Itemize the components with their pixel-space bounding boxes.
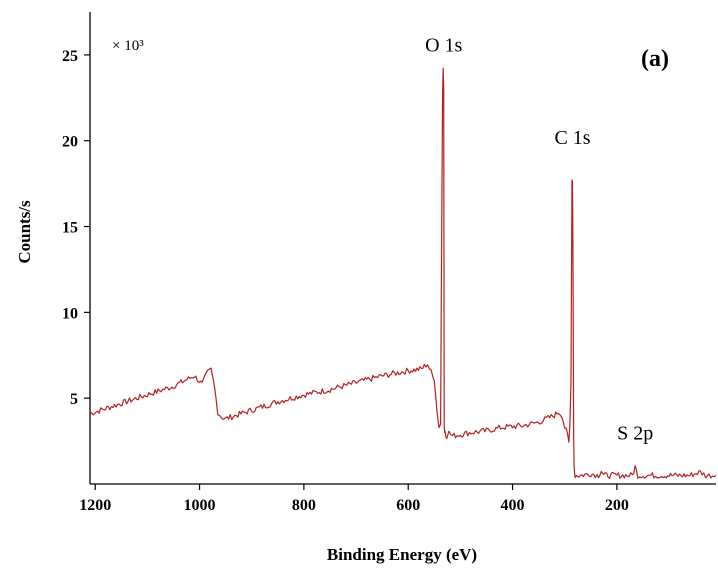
x-tick-label: 800 — [292, 497, 316, 514]
x-axis-ticks: 1200 1000 800 600 400 200 — [79, 484, 629, 514]
y-tick-label: 20 — [62, 134, 78, 151]
x-tick-label: 1200 — [79, 497, 111, 514]
peak-label: O 1s — [425, 34, 462, 56]
y-axis-title: Counts/s — [15, 200, 34, 264]
series-line — [89, 67, 717, 479]
y-tick-label: 25 — [62, 48, 78, 65]
y-multiplier-label: × 10³ — [112, 38, 144, 54]
x-tick-label: 1000 — [184, 497, 216, 514]
y-tick-label: 5 — [70, 391, 78, 408]
y-axis-ticks: 5 10 15 20 25 — [62, 48, 90, 408]
series-layer — [89, 67, 717, 479]
x-tick-label: 400 — [501, 497, 525, 514]
axes-frame — [89, 12, 716, 485]
peak-label: C 1s — [554, 127, 590, 149]
x-tick-label: 200 — [605, 497, 629, 514]
x-axis-title: Binding Energy (eV) — [327, 545, 477, 564]
peak-label: S 2p — [617, 422, 653, 444]
annotations: O 1s C 1s S 2p — [425, 34, 653, 444]
y-tick-label: 15 — [62, 220, 78, 237]
panel-label: (a) — [641, 46, 669, 72]
y-tick-label: 10 — [62, 305, 78, 322]
x-tick-label: 600 — [396, 497, 420, 514]
